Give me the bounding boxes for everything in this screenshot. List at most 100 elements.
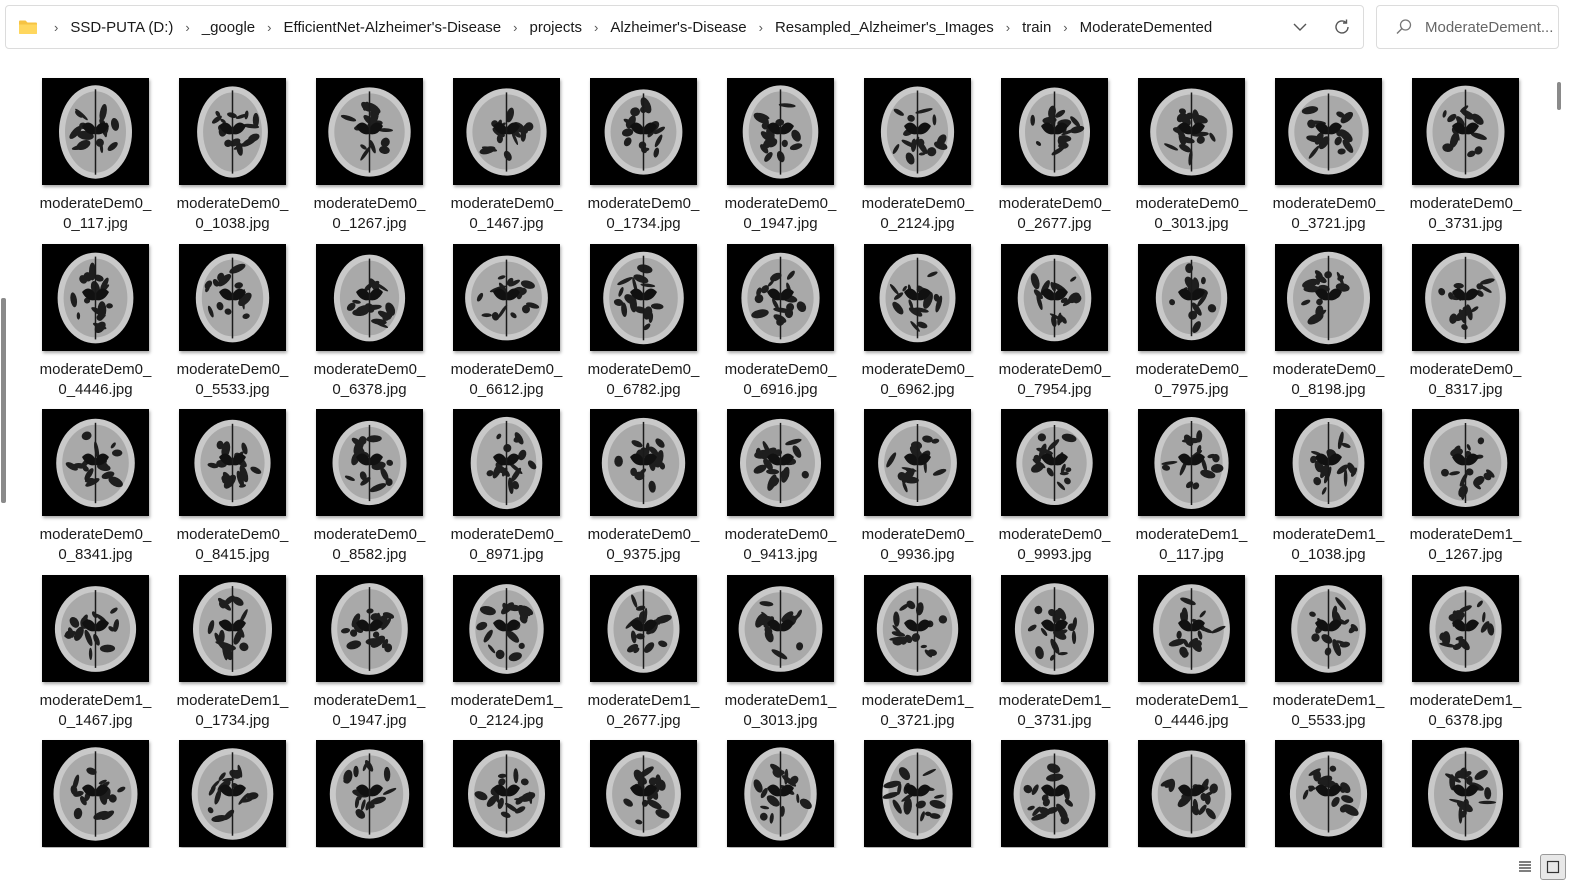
file-item[interactable]: moderateDem0_ 0_6378.jpg xyxy=(301,238,438,404)
file-thumbnail[interactable] xyxy=(1138,740,1245,847)
file-thumbnail[interactable] xyxy=(1275,740,1382,847)
breadcrumb-separator[interactable]: › xyxy=(758,19,763,35)
file-item[interactable] xyxy=(164,734,301,848)
vertical-scrollbar[interactable] xyxy=(1553,62,1565,848)
file-item[interactable] xyxy=(575,734,712,848)
file-thumbnail[interactable] xyxy=(590,78,697,185)
navigation-pane-scrollbar[interactable] xyxy=(0,62,8,848)
file-item[interactable]: moderateDem1_ 0_1267.jpg xyxy=(1397,403,1534,569)
breadcrumb-separator[interactable]: › xyxy=(185,19,190,35)
file-thumbnail[interactable] xyxy=(727,574,834,682)
file-thumbnail[interactable] xyxy=(864,78,971,185)
file-thumbnail[interactable] xyxy=(864,409,971,516)
file-thumbnail[interactable] xyxy=(864,243,971,351)
file-item[interactable]: moderateDem0_ 0_117.jpg xyxy=(27,72,164,238)
file-thumbnail[interactable] xyxy=(1275,78,1382,185)
file-item[interactable]: moderateDem1_ 0_4446.jpg xyxy=(1123,569,1260,735)
file-item[interactable]: moderateDem0_ 0_6916.jpg xyxy=(712,238,849,404)
file-thumbnail[interactable] xyxy=(1412,243,1519,351)
file-item[interactable]: moderateDem0_ 0_1267.jpg xyxy=(301,72,438,238)
file-list-view[interactable]: moderateDem0_ 0_117.jpg moderateDem0_ 0_10… xyxy=(0,62,1592,848)
file-item[interactable]: moderateDem1_ 0_1947.jpg xyxy=(301,569,438,735)
file-thumbnail[interactable] xyxy=(1138,78,1245,185)
file-thumbnail[interactable] xyxy=(179,740,286,847)
file-item[interactable]: moderateDem0_ 0_3721.jpg xyxy=(1260,72,1397,238)
file-thumbnail[interactable] xyxy=(1412,740,1519,847)
file-thumbnail[interactable] xyxy=(316,574,423,682)
file-item[interactable]: moderateDem1_ 0_2124.jpg xyxy=(438,569,575,735)
file-item[interactable] xyxy=(301,734,438,848)
file-thumbnail[interactable] xyxy=(42,243,149,351)
file-thumbnail[interactable] xyxy=(1138,574,1245,682)
file-item[interactable]: moderateDem0_ 0_3731.jpg xyxy=(1397,72,1534,238)
file-item[interactable]: moderateDem1_ 0_117.jpg xyxy=(1123,403,1260,569)
file-item[interactable]: moderateDem1_ 0_3731.jpg xyxy=(986,569,1123,735)
file-item[interactable]: moderateDem0_ 0_9993.jpg xyxy=(986,403,1123,569)
file-item[interactable]: moderateDem0_ 0_9375.jpg xyxy=(575,403,712,569)
file-thumbnail[interactable] xyxy=(1001,574,1108,682)
file-thumbnail[interactable] xyxy=(1412,409,1519,516)
file-thumbnail[interactable] xyxy=(590,574,697,682)
file-item[interactable]: moderateDem0_ 0_8317.jpg xyxy=(1397,238,1534,404)
file-item[interactable]: moderateDem0_ 0_8582.jpg xyxy=(301,403,438,569)
chevron-down-icon[interactable] xyxy=(1279,6,1321,48)
file-item[interactable] xyxy=(1260,734,1397,848)
file-item[interactable]: moderateDem0_ 0_8971.jpg xyxy=(438,403,575,569)
refresh-icon[interactable] xyxy=(1321,6,1363,48)
file-thumbnail[interactable] xyxy=(864,574,971,682)
file-thumbnail[interactable] xyxy=(1138,409,1245,516)
file-thumbnail[interactable] xyxy=(864,740,971,847)
file-thumbnail[interactable] xyxy=(1001,78,1108,185)
breadcrumb-separator[interactable]: › xyxy=(54,19,59,35)
file-item[interactable]: moderateDem0_ 0_6962.jpg xyxy=(849,238,986,404)
file-item[interactable]: moderateDem0_ 0_3013.jpg xyxy=(1123,72,1260,238)
file-item[interactable] xyxy=(986,734,1123,848)
file-item[interactable]: moderateDem0_ 0_8198.jpg xyxy=(1260,238,1397,404)
file-item[interactable]: moderateDem0_ 0_8341.jpg xyxy=(27,403,164,569)
file-item[interactable] xyxy=(1123,734,1260,848)
file-item[interactable]: moderateDem1_ 0_1038.jpg xyxy=(1260,403,1397,569)
file-item[interactable]: moderateDem0_ 0_8415.jpg xyxy=(164,403,301,569)
breadcrumb-item[interactable]: Resampled_Alzheimer's_Images xyxy=(774,18,994,36)
file-thumbnail[interactable] xyxy=(179,243,286,351)
breadcrumb-item[interactable]: Alzheimer's-Disease xyxy=(610,18,747,36)
file-thumbnail[interactable] xyxy=(42,78,149,185)
file-item[interactable]: moderateDem0_ 0_6612.jpg xyxy=(438,238,575,404)
file-thumbnail[interactable] xyxy=(453,243,560,351)
file-item[interactable]: moderateDem0_ 0_2124.jpg xyxy=(849,72,986,238)
breadcrumb-item[interactable]: _google xyxy=(201,18,256,36)
file-thumbnail[interactable] xyxy=(179,409,286,516)
navigation-scroll-thumb[interactable] xyxy=(1,298,6,503)
scroll-thumb[interactable] xyxy=(1557,82,1561,110)
file-item[interactable] xyxy=(1397,734,1534,848)
file-item[interactable]: moderateDem1_ 0_5533.jpg xyxy=(1260,569,1397,735)
file-thumbnail[interactable] xyxy=(453,740,560,847)
breadcrumb-item[interactable]: train xyxy=(1022,18,1052,36)
file-item[interactable]: moderateDem0_ 0_6782.jpg xyxy=(575,238,712,404)
breadcrumb-separator[interactable]: › xyxy=(1005,19,1011,35)
file-thumbnail[interactable] xyxy=(453,409,560,516)
file-item[interactable] xyxy=(27,734,164,848)
file-thumbnail[interactable] xyxy=(1001,740,1108,847)
details-view-icon[interactable] xyxy=(1512,854,1538,880)
file-thumbnail[interactable] xyxy=(1412,78,1519,185)
file-item[interactable]: moderateDem1_ 0_3721.jpg xyxy=(849,569,986,735)
file-item[interactable]: moderateDem0_ 0_1734.jpg xyxy=(575,72,712,238)
file-item[interactable] xyxy=(849,734,986,848)
file-item[interactable]: moderateDem0_ 0_1947.jpg xyxy=(712,72,849,238)
file-item[interactable]: moderateDem0_ 0_7975.jpg xyxy=(1123,238,1260,404)
file-thumbnail[interactable] xyxy=(42,409,149,516)
file-item[interactable]: moderateDem0_ 0_1038.jpg xyxy=(164,72,301,238)
file-item[interactable]: moderateDem1_ 0_1467.jpg xyxy=(27,569,164,735)
breadcrumb-separator[interactable]: › xyxy=(594,19,599,35)
file-item[interactable] xyxy=(712,734,849,848)
file-item[interactable]: moderateDem1_ 0_6378.jpg xyxy=(1397,569,1534,735)
breadcrumb-item[interactable]: projects xyxy=(529,18,583,36)
file-item[interactable]: moderateDem0_ 0_4446.jpg xyxy=(27,238,164,404)
large-icons-view-icon[interactable] xyxy=(1540,854,1566,880)
breadcrumb-separator[interactable]: › xyxy=(513,19,518,35)
file-item[interactable]: moderateDem0_ 0_1467.jpg xyxy=(438,72,575,238)
file-thumbnail[interactable] xyxy=(727,740,834,847)
file-thumbnail[interactable] xyxy=(590,243,697,351)
file-thumbnail[interactable] xyxy=(42,740,149,847)
